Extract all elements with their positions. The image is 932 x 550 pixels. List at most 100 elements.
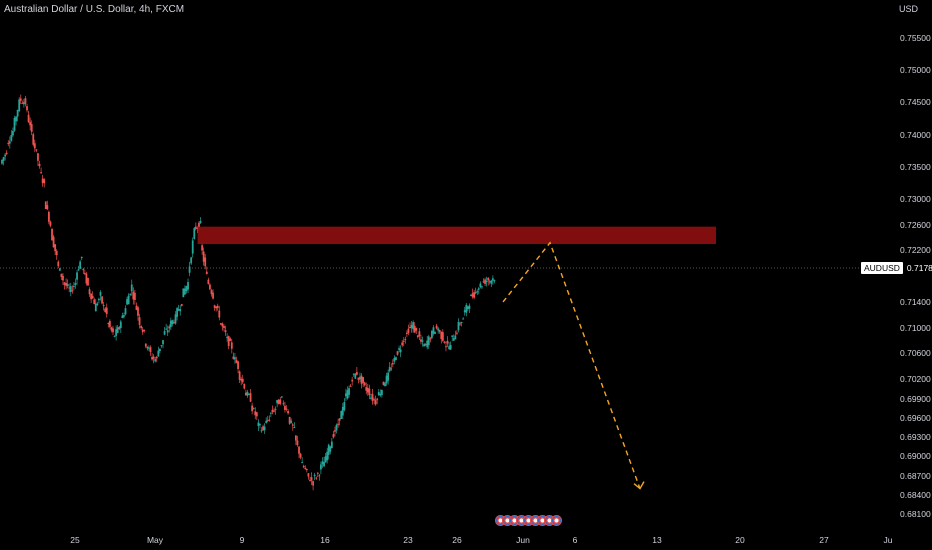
price-tick: 0.68400 [900,490,931,501]
candle-down [351,379,354,382]
candle-up [323,461,325,467]
candle-down [396,351,399,355]
candle-up [191,240,194,254]
candle-down [482,281,485,283]
price-tick: 0.69300 [900,432,931,443]
candle-down [105,307,108,314]
candle-up [190,257,193,264]
candle-up [385,375,388,384]
candle-up [160,345,163,347]
candle-up [154,359,157,362]
candle-down [21,102,24,104]
candle-up [13,118,16,131]
candle-down [146,346,149,349]
candle-up [76,272,78,280]
candle-down [215,306,218,309]
candle-up [2,157,5,161]
candle-down [155,356,158,359]
candle-down [229,338,232,341]
candle-down [19,98,22,101]
candle-down [240,378,243,381]
candle-up [423,344,425,347]
candle-up [69,286,72,292]
candle-up [162,340,164,345]
candle-up [399,349,402,353]
last-price-value: 0.71783 [906,263,932,273]
candle-down [305,468,308,470]
candle-down [41,178,44,184]
candle-up [313,474,316,477]
candle-up [257,422,260,426]
projection-arrow[interactable] [502,241,645,490]
resistance-zone[interactable] [197,226,716,245]
candle-down [85,273,88,284]
candle-up [199,220,202,223]
price-tick: 0.68100 [900,509,931,520]
candle-up [274,408,277,410]
candle-up [324,456,327,463]
candle-down [5,152,8,154]
candle-up [148,347,150,349]
candle-down [180,303,183,306]
candle-up [448,346,451,350]
price-tick: 0.71000 [900,322,931,333]
economic-events-icon-group[interactable] [495,515,562,526]
candle-up [370,397,372,399]
date-tick: 23 [403,535,413,545]
price-tick: 0.73000 [900,193,931,204]
candle-down [140,325,143,329]
candle-down [141,329,144,332]
candle-up [343,401,346,411]
candle-down [315,477,318,479]
candle-up [491,278,494,281]
candle-down [273,410,275,412]
candle-up [184,288,186,295]
candle-up [354,373,357,379]
candle-down [194,226,197,229]
candle-down [374,400,377,405]
candle-down [268,419,271,421]
candle-down [52,236,55,248]
candle-up [276,399,279,404]
price-tick: 0.75500 [900,33,931,44]
candle-up [246,391,249,396]
candle-down [88,289,91,295]
candle-down [402,340,405,342]
candle-up [4,154,7,157]
date-tick: 20 [735,535,745,545]
candle-up [395,357,397,360]
candle-up [335,424,338,431]
candle-down [429,338,432,340]
projection-path [502,241,641,489]
candle-up [477,288,480,290]
flag-event-icon[interactable] [551,515,562,526]
candle-down [230,342,233,349]
candle-up [116,327,119,333]
price-tick: 0.70200 [900,374,931,385]
candle-down [152,356,155,359]
candle-up [466,306,469,309]
candle-down [27,114,30,123]
candle-up [421,340,424,342]
candle-down [221,323,224,327]
candle-down [133,292,136,301]
candle-up [98,298,100,301]
price-tick: 0.69600 [900,412,931,423]
date-tick: May [146,535,164,545]
candle-down [237,361,239,369]
candle-up [12,131,14,136]
candle-up [96,303,99,305]
candle-up [468,305,471,309]
candle-down [143,329,146,331]
candle-down [62,275,64,281]
candle-down [473,292,476,298]
candle-down [309,480,311,482]
candle-down [310,477,313,481]
candle-down [57,261,60,267]
candle-up [437,328,440,331]
candle-up [169,320,172,328]
candle-down [151,356,153,360]
candle-up [462,318,465,320]
candle-up [166,330,169,333]
